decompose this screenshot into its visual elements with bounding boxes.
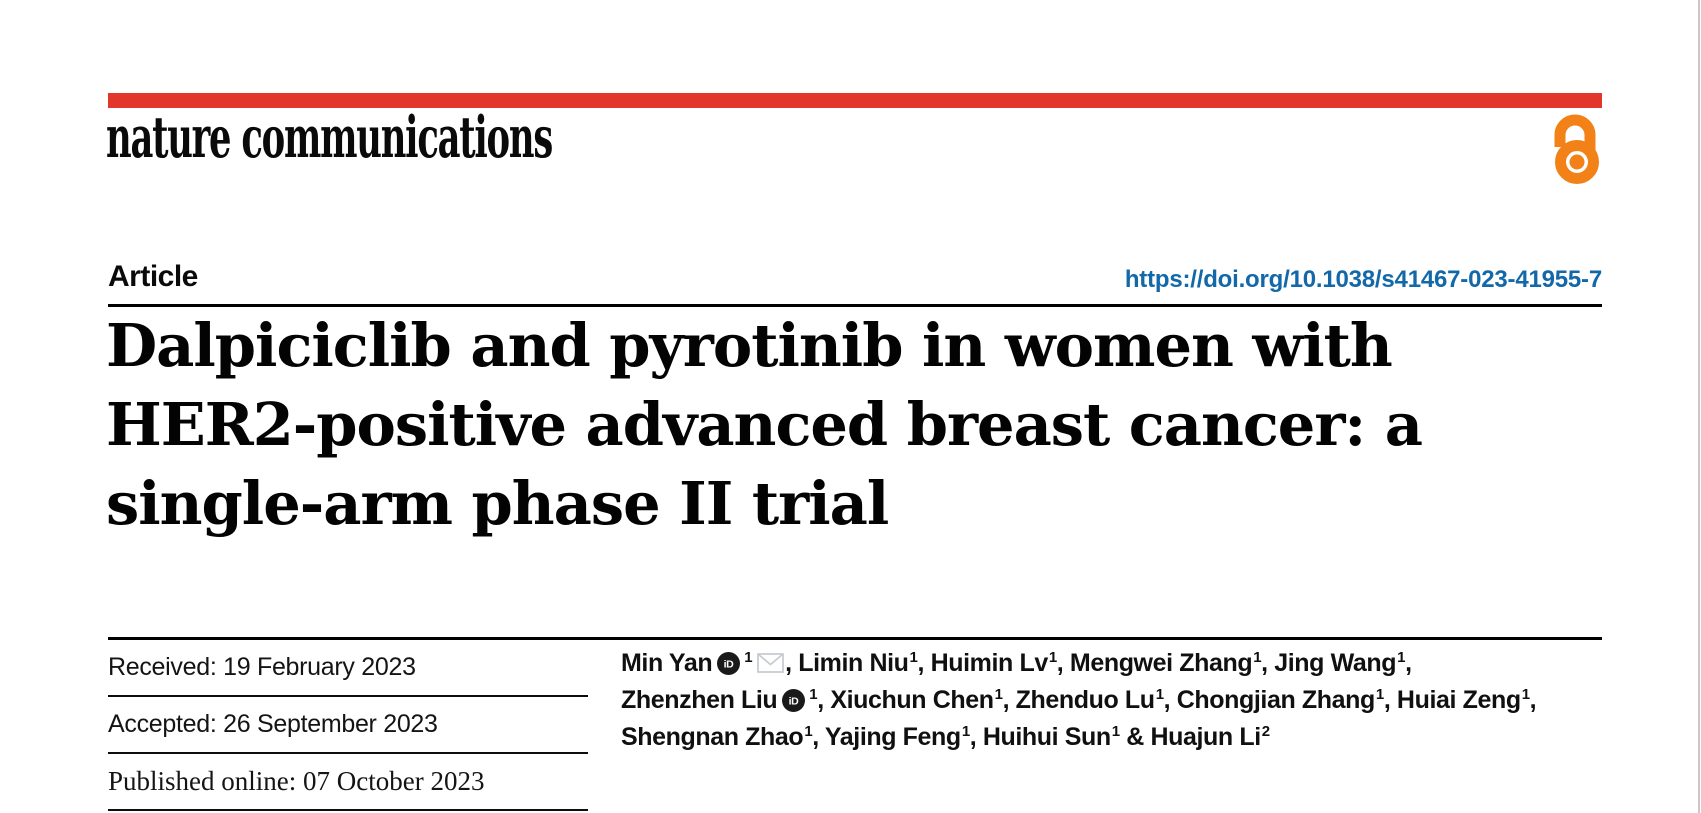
- header-rule: [108, 304, 1602, 307]
- doi-link[interactable]: https://doi.org/10.1038/s41467-023-41955…: [1124, 266, 1602, 293]
- author-separator: ,: [1163, 686, 1177, 714]
- author-name: Limin Niu: [798, 649, 909, 677]
- title-authors-divider-rule: [108, 637, 1602, 640]
- masthead-accent-bar: [108, 93, 1602, 108]
- author-name: Min Yan: [621, 649, 713, 677]
- article-kicker: Article: [108, 260, 198, 293]
- journal-logo: nature communications: [106, 104, 553, 171]
- envelope-icon[interactable]: [757, 653, 785, 673]
- author-name: Shengnan Zhao: [621, 723, 804, 751]
- title-line: HER2-positive advanced breast cancer: a: [106, 390, 1423, 459]
- author-separator: ,: [1383, 686, 1397, 714]
- affiliation-superscript: 1: [1375, 686, 1384, 703]
- author-separator: ,: [817, 686, 831, 714]
- author-name: Zhenduo Lu: [1015, 686, 1155, 714]
- author-separator: ,: [1405, 649, 1412, 677]
- author-separator: ,: [785, 649, 799, 677]
- authors-block: Min Yan iD 1 , Limin Niu1, Huimin Lv1, M…: [621, 645, 1606, 756]
- author-separator: ,: [1056, 649, 1070, 677]
- affiliation-superscript: 2: [1261, 723, 1270, 740]
- article-title: Dalpiciclib and pyrotinib in women with …: [106, 306, 1606, 543]
- affiliation-superscript: 1: [1048, 649, 1057, 666]
- author-name: Huimin Lv: [930, 649, 1049, 677]
- affiliation-superscript: 1: [744, 649, 753, 666]
- author-line: Min Yan iD 1 , Limin Niu1, Huimin Lv1, M…: [621, 645, 1606, 682]
- author-separator: ,: [1002, 686, 1016, 714]
- affiliation-superscript: 1: [1397, 649, 1406, 666]
- author-name: Xiuchun Chen: [830, 686, 994, 714]
- history-row-accepted: Accepted: 26 September 2023: [108, 697, 588, 754]
- history-panel: Received: 19 February 2023 Accepted: 26 …: [108, 640, 588, 811]
- author-separator: ,: [1261, 649, 1275, 677]
- author-separator: ,: [969, 723, 983, 751]
- svg-text:iD: iD: [724, 659, 735, 671]
- affiliation-superscript: 1: [961, 723, 970, 740]
- affiliation-superscript: 1: [809, 686, 818, 703]
- orcid-icon[interactable]: iD: [782, 689, 806, 712]
- history-row-received: Received: 19 February 2023: [108, 640, 588, 697]
- orcid-icon[interactable]: iD: [717, 652, 741, 675]
- author-separator: &: [1119, 723, 1151, 751]
- author-name: Huiai Zeng: [1396, 686, 1521, 714]
- author-name: Chongjian Zhang: [1176, 686, 1376, 714]
- open-access-icon: [1552, 111, 1604, 190]
- author-name: Huajun Li: [1150, 723, 1261, 751]
- author-line: Zhenzhen Liu iD 1, Xiuchun Chen1, Zhendu…: [621, 682, 1606, 719]
- svg-text:iD: iD: [789, 696, 800, 708]
- title-line: Dalpiciclib and pyrotinib in women with: [106, 311, 1393, 380]
- title-line: single-arm phase II trial: [106, 469, 889, 538]
- author-name: Huihui Sun: [982, 723, 1111, 751]
- author-name: Jing Wang: [1274, 649, 1397, 677]
- author-separator: ,: [917, 649, 931, 677]
- author-line: Shengnan Zhao1, Yajing Feng1, Huihui Sun…: [621, 719, 1606, 756]
- page-edge-divider: [1698, 0, 1700, 813]
- author-separator: ,: [812, 723, 825, 751]
- affiliation-superscript: 1: [994, 686, 1003, 703]
- affiliation-superscript: 1: [1111, 723, 1120, 740]
- affiliation-superscript: 1: [1253, 649, 1262, 666]
- affiliation-superscript: 1: [909, 649, 918, 666]
- author-name: Zhenzhen Liu: [621, 686, 778, 714]
- affiliation-superscript: 1: [1521, 686, 1530, 703]
- history-row-published: Published online: 07 October 2023: [108, 754, 588, 811]
- affiliation-superscript: 1: [1155, 686, 1164, 703]
- author-name: Mengwei Zhang: [1069, 649, 1253, 677]
- affiliation-superscript: 1: [804, 723, 813, 740]
- author-separator: ,: [1529, 686, 1537, 714]
- author-name: Yajing Feng: [824, 723, 961, 751]
